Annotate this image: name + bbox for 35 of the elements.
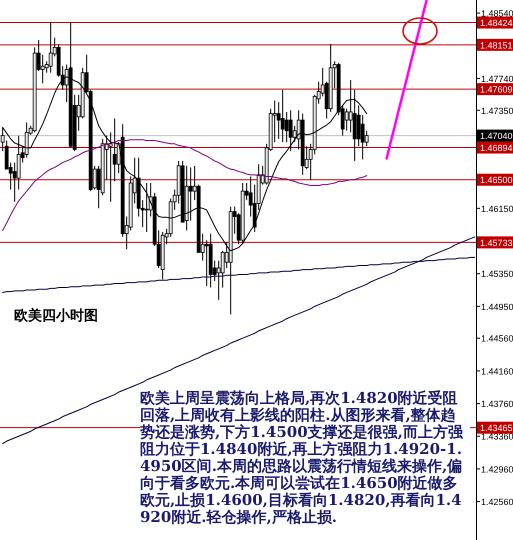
y-tick-label: 1.47740: [481, 74, 513, 84]
y-tick-label: 1.48540: [481, 8, 513, 19]
ref-line-label: 1.46500: [480, 175, 513, 186]
candlestick: [288, 110, 293, 152]
y-tick-label: 1.43760: [481, 399, 513, 410]
y-tick-label: 1.44560: [481, 334, 513, 344]
candlestick: [48, 22, 53, 74]
y-tick-label: 1.43360: [481, 432, 513, 442]
line-series: [2, 139, 368, 231]
candlestick: [204, 240, 209, 286]
candlestick: [16, 135, 21, 190]
y-tick-label: 1.44160: [481, 366, 513, 376]
candlestick: [40, 54, 45, 84]
y-tick-label: 1.44950: [481, 302, 513, 312]
y-tick-label: 1.46150: [481, 204, 513, 214]
ref-line-label: 1.48151: [480, 40, 513, 50]
text: 欧美四小时图: [14, 307, 98, 325]
annotation: 欧美上周呈震荡向上格局,再次1.4820附近受阻回落,上周收有上影线的阳柱.从图形来看,整体趋势还是涨势,下方1.4500支撑还是很强,而上方强阻力位于1.4840附近,再上方强阻力1.4920-1.4950区间.本周的思路以震荡行情短线来操作,偏向于看多欧元.本周可以尝试在1.4650附近做多欧元,止损1.4600,目标看向1.4820,再看向1.4920附近.轻仓操作,严格止损.: [140, 389, 470, 526]
y-tick-label: 1.42960: [481, 464, 513, 474]
y-tick-label: 1.47350: [481, 106, 513, 116]
candlestick: [188, 166, 193, 222]
ref-line-label: 1.48424: [480, 18, 513, 28]
candlestick: [144, 182, 149, 233]
ref-line-label: 1.47040: [480, 131, 513, 142]
candlestick: [112, 118, 117, 182]
candlestick: [360, 114, 365, 160]
candlestick: [280, 89, 285, 143]
y-tick-label: 1.42560: [481, 497, 513, 508]
ref-line-label: 1.43465: [480, 423, 513, 434]
ref-line-label: 1.45733: [480, 238, 513, 248]
ref-line-label: 1.46894: [480, 143, 513, 154]
candlestick: [344, 108, 349, 132]
ref-line-label: 1.47609: [480, 84, 513, 95]
candlestick: [284, 111, 289, 143]
y-tick-label: 1.45350: [481, 269, 513, 280]
